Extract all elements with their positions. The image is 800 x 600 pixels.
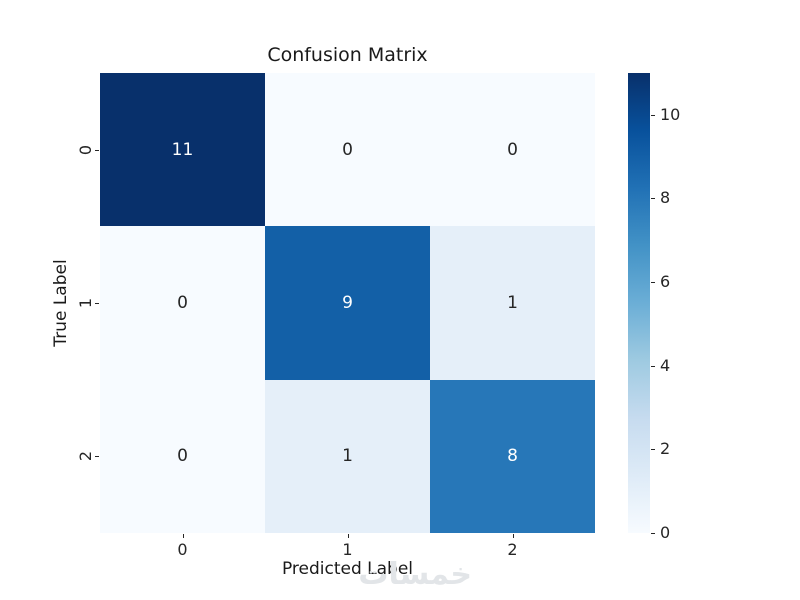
colorbar [628,73,650,533]
cell-value: 8 [507,446,518,467]
colorbar-tick-label: 4 [660,355,671,375]
colorbar-tick-mark [651,114,655,116]
cell-value: 0 [507,139,518,160]
y-axis-label: True Label [51,259,71,347]
colorbar-tick-label: 2 [660,439,671,459]
cell-value: 1 [342,446,353,467]
x-tick-mark [182,534,184,538]
heatmap-cell-r1c1: 9 [265,226,430,380]
heatmap-cell-r1c0: 0 [100,226,265,380]
y-tick-mark [95,456,99,458]
x-tick-label: 2 [507,540,518,559]
heatmap-cell-r2c2: 8 [430,379,595,533]
watermark-text: خمسات [358,557,472,592]
heatmap-cell-r1c2: 1 [430,226,595,380]
colorbar-tick-mark [651,282,655,284]
heatmap-grid: 11 0 0 0 9 1 0 1 8 [100,73,595,533]
chart-title: Confusion Matrix [267,44,428,66]
colorbar-tick-label: 10 [660,104,681,124]
heatmap-cell-r0c1: 0 [265,73,430,227]
y-tick-mark [95,149,99,151]
colorbar-tick-mark [651,533,655,534]
cell-value: 0 [342,139,353,160]
x-tick-label: 0 [177,540,188,559]
y-tick-mark [95,303,99,304]
x-tick-label: 1 [342,540,353,559]
heatmap-cell-r2c0: 0 [100,379,265,533]
x-tick-mark [512,534,514,538]
heatmap-cell-r0c2: 0 [430,73,595,227]
cell-value: 1 [507,292,518,313]
colorbar-tick-label: 6 [660,272,671,292]
heatmap-cell-r2c1: 1 [265,379,430,533]
colorbar-tick-label: 0 [660,523,671,542]
colorbar-tick-label: 8 [660,188,671,208]
x-tick-mark [347,534,349,538]
colorbar-tick-mark [651,449,655,451]
y-tick-label: 0 [76,144,95,155]
colorbar-tick-mark [651,365,655,367]
colorbar-tick-mark [651,198,655,200]
cell-value: 0 [177,292,188,313]
cell-value: 9 [342,292,353,313]
y-tick-label: 1 [76,297,95,309]
x-axis-label: Predicted Label [281,559,414,579]
cell-value: 11 [171,139,194,160]
cell-value: 0 [177,446,188,467]
heatmap-cell-r0c0: 11 [100,73,265,227]
y-tick-label: 2 [76,451,95,462]
